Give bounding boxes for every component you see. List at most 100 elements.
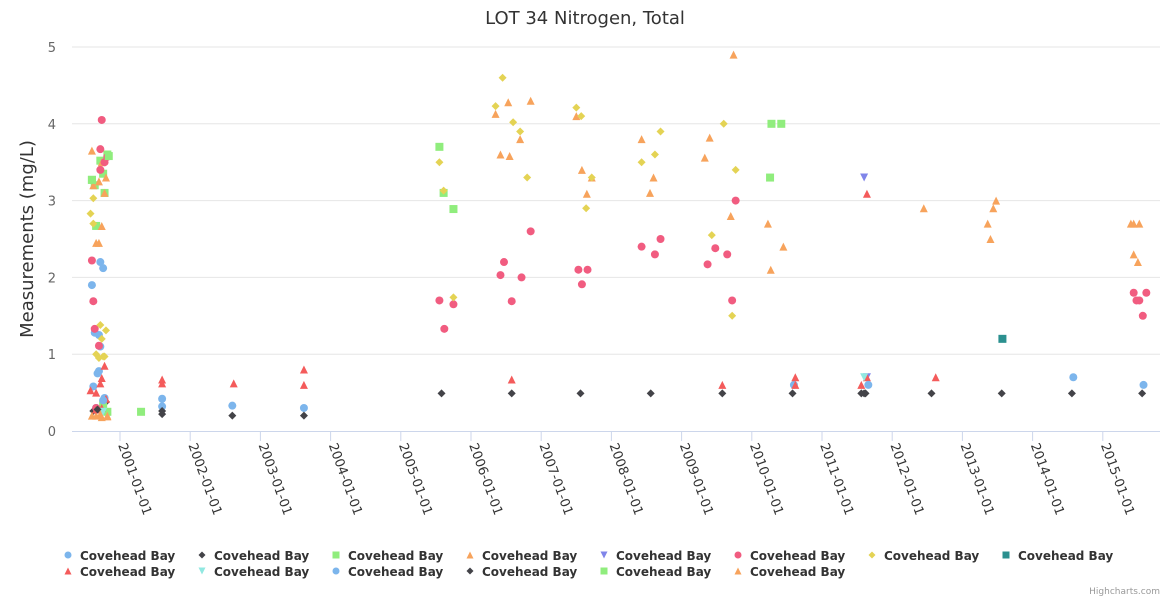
data-point (1139, 380, 1148, 389)
data-point (94, 341, 103, 350)
series-6 (86, 73, 740, 363)
data-point (100, 158, 109, 167)
legend-item[interactable]: Covehead Bay (64, 565, 176, 579)
data-point (299, 365, 308, 374)
x-tick-label: 2009-01-01 (676, 441, 716, 517)
data-point (577, 112, 586, 121)
data-point (440, 324, 449, 333)
legend-symbol-icon (332, 567, 340, 575)
credits-link[interactable]: Highcharts.com (1089, 587, 1160, 597)
data-point (767, 119, 776, 128)
legend-symbol-icon (734, 551, 742, 559)
data-point (731, 196, 740, 205)
data-point (777, 119, 786, 128)
data-point (517, 273, 526, 282)
x-tick-label: 2011-01-01 (816, 441, 856, 517)
legend-label: Covehead Bay (348, 565, 443, 579)
legend-item[interactable]: Covehead Bay (332, 565, 444, 579)
data-point (718, 389, 727, 398)
data-point (986, 235, 995, 243)
y-tick-label: 1 (48, 348, 56, 363)
legend-symbol-icon (734, 567, 742, 575)
data-point (729, 50, 738, 59)
data-point (577, 280, 586, 289)
series-13 (96, 410, 112, 421)
data-point (997, 389, 1006, 398)
data-point (89, 194, 98, 203)
series-5 (87, 115, 1151, 412)
data-point (101, 326, 110, 335)
data-point (505, 152, 514, 161)
legend-label: Covehead Bay (750, 549, 845, 563)
data-point (523, 173, 532, 182)
legend-item[interactable]: Covehead Bay (198, 565, 310, 579)
data-point (779, 242, 788, 251)
data-point (491, 102, 500, 111)
legend-label: Covehead Bay (80, 565, 175, 579)
data-point (705, 133, 714, 142)
data-point (998, 334, 1007, 343)
legend-item[interactable]: Covehead Bay (332, 549, 444, 563)
legend-item[interactable]: Covehead Bay (868, 549, 980, 563)
data-point (526, 96, 535, 105)
data-point (100, 188, 109, 197)
legend-item[interactable]: Covehead Bay (734, 565, 846, 579)
data-point (507, 297, 516, 306)
data-point (582, 204, 591, 213)
data-point (656, 235, 665, 243)
legend-item[interactable]: Covehead Bay (198, 549, 310, 563)
x-tick-label: 2015-01-01 (1097, 441, 1137, 517)
data-point (87, 281, 96, 290)
legend-symbol-icon (600, 567, 608, 575)
legend-item[interactable]: Covehead Bay (466, 549, 578, 563)
data-point (97, 334, 106, 343)
legend-symbol-icon (332, 551, 340, 559)
legend-item[interactable]: Covehead Bay (1002, 549, 1114, 563)
legend-item[interactable]: Covehead Bay (466, 565, 578, 579)
data-point (1129, 250, 1138, 259)
data-point (137, 407, 146, 416)
data-point (703, 260, 712, 269)
data-point (100, 361, 109, 370)
legend-label: Covehead Bay (1018, 549, 1113, 563)
legend-item[interactable]: Covehead Bay (600, 549, 712, 563)
legend-symbol-icon (466, 567, 474, 575)
x-tick-label: 2005-01-01 (395, 441, 435, 517)
data-point (491, 109, 500, 118)
data-point (919, 204, 928, 213)
data-point (1129, 219, 1138, 228)
data-point (723, 250, 732, 259)
data-point (857, 380, 866, 389)
data-point (96, 156, 105, 165)
data-point (86, 209, 95, 218)
data-point (435, 158, 444, 167)
data-point (229, 379, 238, 388)
data-point (574, 265, 583, 274)
data-point (449, 293, 458, 302)
x-axis: 2001-01-01 2002-01-01 2003-01-01 2004-01-01… (72, 431, 1160, 517)
data-point (99, 169, 108, 178)
data-point (637, 135, 646, 144)
data-point (791, 380, 800, 389)
data-point (87, 256, 96, 265)
data-point (299, 411, 308, 420)
data-point (726, 211, 735, 220)
data-point (96, 145, 105, 154)
x-tick-label: 2004-01-01 (325, 441, 365, 517)
data-point (719, 119, 728, 128)
legend-item[interactable]: Covehead Bay (734, 549, 846, 563)
data-point (90, 324, 99, 333)
data-point (526, 227, 535, 236)
legend-symbol-icon (64, 551, 72, 559)
legend-item[interactable]: Covehead Bay (64, 549, 176, 563)
data-point (449, 300, 458, 309)
legend-item[interactable]: Covehead Bay (600, 565, 712, 579)
data-point (507, 375, 516, 384)
series-2 (87, 119, 786, 416)
data-point (1138, 389, 1147, 398)
data-point (93, 405, 102, 414)
data-point (931, 373, 940, 382)
data-point (87, 175, 96, 184)
data-point (96, 258, 105, 267)
